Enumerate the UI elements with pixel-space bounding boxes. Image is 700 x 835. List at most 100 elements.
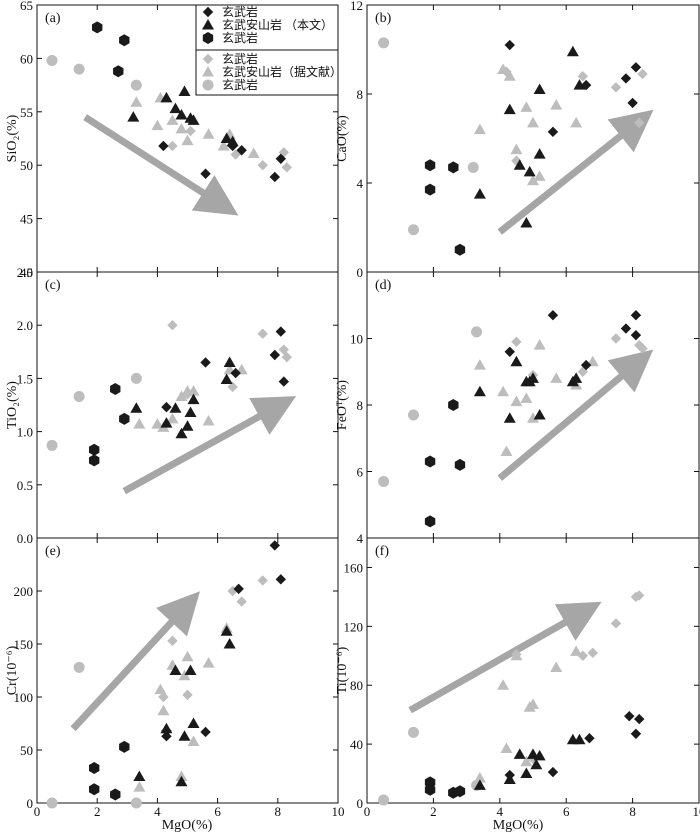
- legend-marker-diamond: [202, 6, 214, 18]
- data-point-triangle: [133, 781, 146, 792]
- x-tick-label: 0: [364, 804, 371, 819]
- data-point-triangle: [503, 70, 516, 81]
- data-point-triangle: [169, 402, 182, 413]
- data-point-triangle: [175, 775, 188, 787]
- data-point-diamond: [634, 713, 645, 725]
- data-point-diamond: [269, 349, 280, 361]
- data-point-diamond: [161, 731, 172, 742]
- data-point-triangle: [220, 373, 233, 384]
- data-point-triangle: [160, 417, 173, 428]
- panel-label: (c): [45, 278, 61, 293]
- x-tick-label: 10: [332, 804, 345, 819]
- data-point-triangle: [566, 45, 579, 57]
- y-tick-label: 12: [350, 0, 363, 13]
- y-tick-label: 100: [14, 690, 34, 705]
- data-point-triangle: [503, 412, 516, 423]
- y-tick-label: 40: [20, 265, 33, 280]
- y-tick-label: 55: [20, 105, 33, 120]
- data-point-diamond: [200, 726, 211, 738]
- data-point-diamond: [547, 766, 559, 778]
- data-point-triangle: [533, 170, 546, 181]
- x-tick-label: 10: [693, 804, 700, 819]
- data-point-circle: [130, 79, 142, 91]
- data-point-diamond: [587, 647, 598, 659]
- panel-label: (b): [375, 11, 392, 26]
- data-point-diamond: [278, 376, 290, 387]
- trend-arrow: [408, 601, 602, 714]
- data-point-triangle: [202, 414, 215, 426]
- data-point-diamond: [577, 650, 588, 661]
- data-point-triangle: [497, 679, 510, 690]
- data-point-circle: [407, 726, 419, 738]
- data-point-triangle: [533, 749, 546, 761]
- legend-label: 玄武岩: [222, 30, 258, 45]
- data-point-diamond: [257, 575, 268, 586]
- data-point-diamond: [236, 596, 247, 607]
- data-point-circle: [471, 326, 483, 338]
- y-tick-label: 1.0: [17, 425, 33, 440]
- data-point-hexagon: [454, 458, 466, 471]
- data-point-triangle: [550, 661, 563, 673]
- legend-marker-hexagon: [202, 32, 214, 44]
- y-tick-label: 0: [27, 796, 34, 811]
- data-point-circle: [407, 224, 419, 236]
- data-point-triangle: [527, 372, 539, 383]
- y-tick-label: 0.0: [17, 531, 33, 546]
- x-tick-label: 2: [94, 804, 101, 819]
- data-point-diamond: [275, 326, 287, 337]
- data-point-diamond: [269, 540, 280, 551]
- data-point-triangle: [500, 445, 513, 457]
- y-tick-label: 120: [344, 619, 364, 634]
- data-point-hexagon: [110, 383, 121, 396]
- data-point-triangle: [570, 645, 583, 656]
- data-point-hexagon: [448, 161, 459, 174]
- data-point-diamond: [269, 171, 280, 183]
- data-point-hexagon: [448, 399, 459, 411]
- data-point-triangle: [154, 683, 167, 695]
- data-point-triangle: [527, 174, 539, 186]
- data-point-triangle: [473, 779, 486, 790]
- y-tick-label: 0: [357, 265, 364, 280]
- data-point-triangle: [160, 722, 173, 734]
- data-point-triangle: [570, 372, 583, 383]
- data-point-diamond: [634, 117, 645, 129]
- data-point-triangle: [181, 134, 194, 146]
- y-tick-label: 60: [20, 51, 33, 66]
- data-point-circle: [46, 55, 58, 67]
- x-tick-label: 4: [154, 804, 161, 819]
- y-tick-label: 150: [14, 637, 34, 652]
- data-point-triangle: [570, 116, 583, 128]
- data-point-diamond: [630, 310, 642, 321]
- data-point-diamond: [624, 710, 635, 722]
- data-point-triangle: [573, 733, 586, 745]
- data-point-triangle: [573, 79, 586, 90]
- data-point-triangle: [523, 165, 536, 177]
- data-point-circle: [378, 475, 390, 487]
- data-point-diamond: [158, 140, 169, 152]
- data-point-triangle: [513, 748, 526, 759]
- data-point-triangle: [550, 372, 563, 383]
- data-point-hexagon: [424, 455, 436, 468]
- legend-label: 玄武岩: [222, 77, 258, 92]
- data-point-circle: [73, 63, 85, 75]
- y-tick-label: 4: [357, 531, 364, 546]
- data-point-diamond: [610, 618, 622, 629]
- data-point-diamond: [158, 691, 169, 703]
- panel-3: 0.0 0.5 1.0 1.5 2.0 2.5 TiO₂(%) (c): [5, 265, 339, 546]
- data-point-triangle: [133, 770, 146, 781]
- data-point-triangle: [169, 102, 182, 114]
- x-tick-label: 0: [34, 804, 41, 819]
- trend-arrow: [497, 109, 654, 235]
- data-point-triangle: [473, 359, 486, 370]
- legend-marker-diamond: [202, 53, 214, 65]
- legend-marker-circle: [202, 79, 214, 91]
- data-point-triangle: [184, 664, 197, 675]
- y-tick-label: 160: [344, 560, 364, 575]
- data-point-hexagon: [88, 762, 100, 775]
- data-point-triangle: [533, 83, 546, 95]
- data-point-diamond: [577, 71, 588, 82]
- data-point-triangle: [178, 730, 191, 741]
- data-point-circle: [378, 794, 390, 806]
